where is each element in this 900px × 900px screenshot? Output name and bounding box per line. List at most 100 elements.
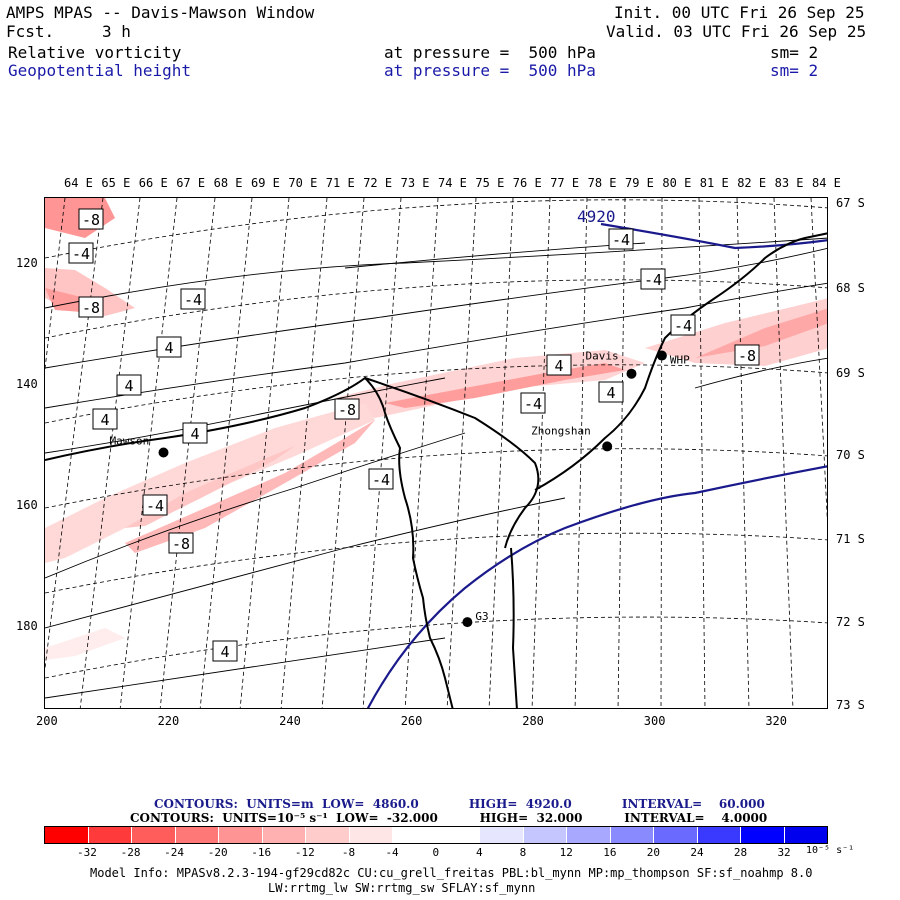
vorticity-label: -8 [78,208,104,230]
color-bar-tick: -8 [341,846,356,859]
color-bar-units: 10⁻⁵ s⁻¹ [806,845,855,856]
station-marker [602,441,613,452]
model-info: Model Info: MPASv8.2.3-194-gf29cd82c CU:… [90,866,813,880]
height-contour-label: 4920 [577,207,616,226]
vorticity-label: -4 [520,392,546,414]
vorticity-label-text: 4 [220,643,229,661]
field1-smoothing: sm= 2 [770,43,819,62]
vorticity-label: -4 [640,268,666,290]
vorticity-label: -4 [142,494,168,516]
color-bar-tick: -12 [294,846,315,859]
color-bar-swatch [175,827,219,843]
vorticity-shading [45,198,827,660]
field2-smoothing: sm= 2 [770,61,819,80]
station-marker [626,368,637,379]
vorticity-label-text: -4 [146,497,164,515]
color-bar-swatch [262,827,306,843]
longitude-label: 70 E [288,176,318,190]
y-tick-label: 180 [16,619,38,634]
color-bar-tick: -4 [385,846,399,859]
field1-name: Relative vorticity [8,43,182,62]
color-bar-swatch [393,827,437,843]
vorticity-label-text: -4 [644,271,662,289]
vorticity-label: -4 [368,468,394,490]
x-tick-label: 260 [400,714,423,728]
color-bar-tick: 32 [777,846,791,859]
vorticity-label-text: -8 [338,401,356,419]
longitude-labels: 64 E 65 E 66 E 67 E 68 E 69 E 70 E 71 E 72 E 73 E… [0,176,900,192]
color-bar-swatch [88,827,132,843]
y-tick-label: 120 [16,255,38,270]
vorticity-label-text: -4 [524,395,542,413]
forecast-hour: 3 h [102,22,131,41]
color-bar-tick: 8 [519,846,527,859]
vorticity-label: 4 [92,408,118,430]
longitude-label: 79 E [625,176,654,190]
station-marker [158,447,169,458]
color-bar-tick: 24 [690,846,704,859]
vorticity-label: 4 [546,354,572,376]
latitude-label: 67 S [836,196,865,210]
vorticity-label: -4 [180,288,206,310]
longitude-label: 81 E [699,176,729,190]
stations: Mawson Davis WHP Zhongshan G3 [110,350,690,628]
vorticity-label-text: -8 [738,347,756,365]
color-bar-swatch [349,827,393,843]
color-bar-swatch [219,827,263,843]
field2-level: at pressure = 500 hPa [384,61,596,80]
vorticity-label: -8 [734,344,760,366]
color-bar-tick: 20 [646,846,661,859]
color-bar-swatch [610,827,654,843]
field2-name: Geopotential height [8,61,192,80]
color-bar-swatch [697,827,741,843]
vorticity-label: -8 [78,296,104,318]
longitude-label: 69 E [251,176,280,190]
vorticity-label: 4 [116,374,142,396]
plot-title: AMPS MPAS -- Davis-Mawson Window [6,3,315,22]
longitude-label: 77 E [550,176,580,190]
color-bar-swatch [654,827,698,843]
field1-level: at pressure = 500 hPa [384,43,596,62]
longitude-label: 65 E [101,176,131,190]
x-tick-label: 240 [279,714,301,728]
color-bar [44,826,828,844]
vorticity-label-text: 4 [124,377,133,395]
x-tick-label: 220 [157,714,180,728]
color-bar-tick: 0 [432,846,440,859]
vorticity-label-text: -4 [674,317,692,335]
longitude-label: 67 E [176,176,206,190]
x-tick-label: 300 [643,714,666,728]
vorticity-label-text: 4 [164,339,173,357]
vorticity-label-text: -4 [184,291,202,309]
vorticity-label: 4 [182,422,208,444]
color-bar-tick: -32 [77,846,97,859]
color-bar-swatch [567,827,611,843]
latitude-label: 71 S [836,532,865,546]
vorticity-label-text: -4 [612,231,630,249]
station-label: Mawson [110,434,150,447]
longitude-label: 72 E [363,176,393,190]
longitude-label: 80 E [662,176,692,190]
longitude-label: 84 E [812,176,841,190]
station-label: Zhongshan [531,424,591,437]
vorticity-label: 4 [156,336,182,358]
longitude-label: 83 E [774,176,804,190]
color-bar-tick: 12 [559,846,573,859]
color-bar-swatch [480,827,524,843]
longitude-label: 78 E [587,176,617,190]
valid-time: Valid. 03 UTC Fri 26 Sep 25 [606,22,867,41]
geopotential-contours [366,222,827,708]
color-bar-swatch [741,827,785,843]
latitude-label: 68 S [836,281,865,295]
vorticity-label: 4 [598,381,624,403]
vorticity-label-text: 4 [554,357,563,375]
color-bar-swatch [784,827,827,843]
station-marker [656,350,667,361]
vorticity-label-text: -4 [72,245,90,263]
longitude-label: 64 E [64,176,93,190]
vorticity-label: -4 [68,242,94,264]
longitude-label: 73 E [400,176,430,190]
color-bar-ticks: -32 -28 -24 -20 -16 -12 -8 -4 0 4 8 12 16 20 24 28 32 [44,846,828,860]
color-bar-tick: 28 [733,846,748,859]
longitude-label: 74 E [438,176,467,190]
